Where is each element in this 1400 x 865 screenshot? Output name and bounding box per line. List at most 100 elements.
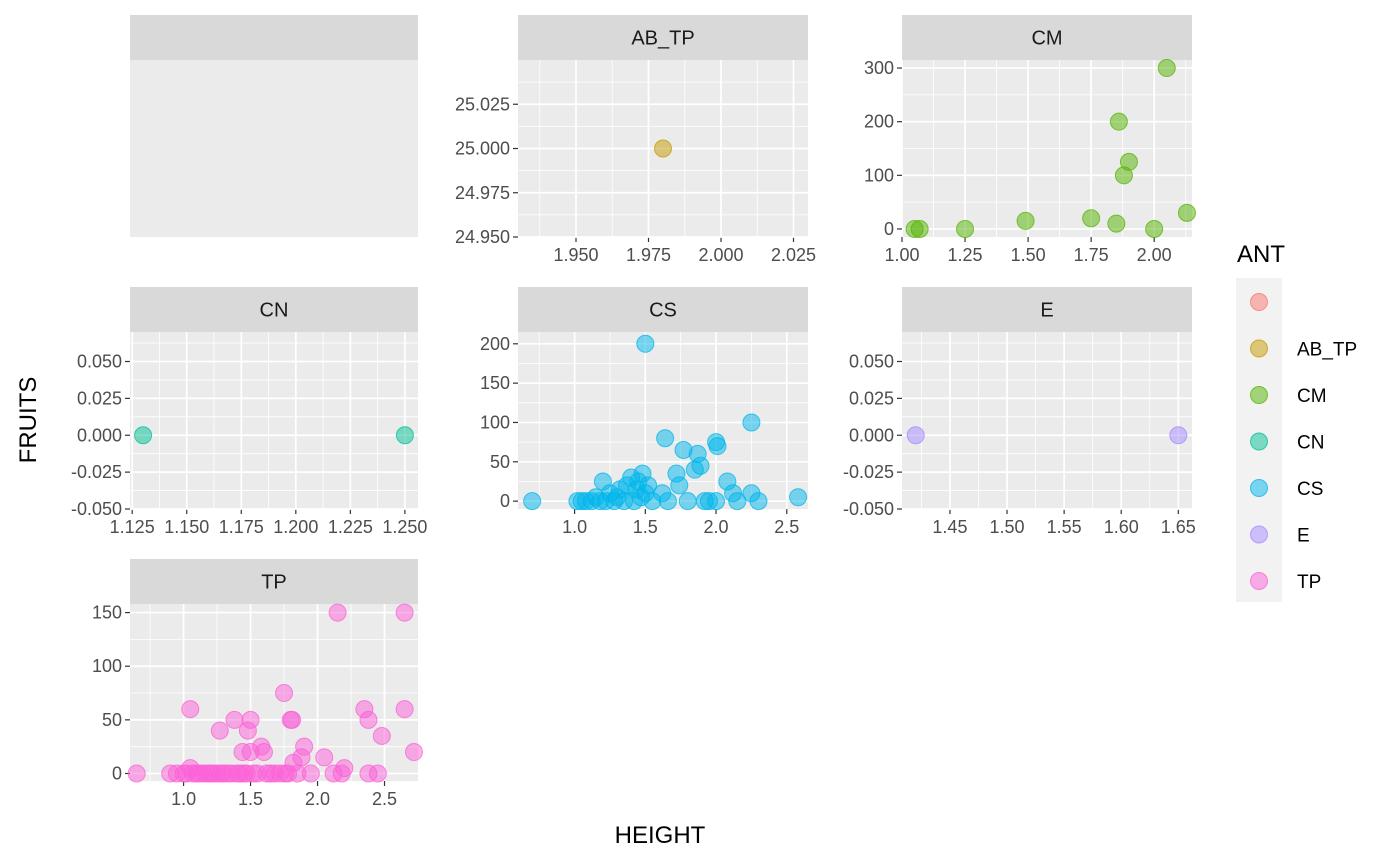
facet-strip-label: E bbox=[1040, 300, 1053, 322]
data-point bbox=[654, 139, 672, 158]
data-point bbox=[283, 710, 302, 729]
data-point bbox=[395, 603, 414, 622]
data-point bbox=[328, 603, 347, 622]
data-point bbox=[301, 764, 320, 783]
legend-label: AB_TP bbox=[1297, 340, 1357, 361]
x-tick-label: 1.5 bbox=[238, 789, 263, 809]
x-tick-label: 1.00 bbox=[884, 245, 919, 265]
x-tick-label: 1.200 bbox=[273, 517, 318, 537]
data-point bbox=[210, 721, 229, 740]
legend-key bbox=[1250, 525, 1268, 544]
panel-background bbox=[130, 604, 418, 781]
y-tick-label: 0.025 bbox=[849, 388, 894, 408]
facet-strip-label: AB_TP bbox=[631, 28, 694, 50]
facet-panels: AB_TP1.950 1.975 2.000 2.02524.95024.97525.… bbox=[71, 15, 1196, 809]
y-tick-label: -0.050 bbox=[843, 499, 894, 519]
facet-strip bbox=[130, 15, 418, 60]
facet-strip-label: TP bbox=[261, 572, 287, 594]
data-point bbox=[368, 764, 387, 783]
x-tick-label: 2.5 bbox=[372, 789, 397, 809]
facet-strip bbox=[902, 287, 1192, 332]
data-point bbox=[1016, 211, 1035, 230]
y-tick-label: 300 bbox=[864, 58, 894, 78]
data-point bbox=[372, 726, 391, 745]
data-point bbox=[1082, 209, 1101, 228]
data-point bbox=[127, 764, 146, 783]
x-tick-label: 1.950 bbox=[553, 245, 598, 265]
y-tick-label: 25.000 bbox=[455, 139, 510, 159]
data-point bbox=[656, 429, 675, 448]
y-tick-label: 0 bbox=[500, 491, 510, 511]
facet-panel-cn: CN 1.125 1.150 1.175 1.200 1.225 1.250 -0.050 -0… bbox=[71, 287, 427, 537]
y-tick-label: 0 bbox=[884, 219, 894, 239]
x-tick-label: 2.00 bbox=[1137, 245, 1172, 265]
y-tick-label: -0.025 bbox=[71, 462, 122, 482]
x-tick-label: 1.50 bbox=[1011, 245, 1046, 265]
legend-label: E bbox=[1297, 526, 1310, 547]
data-point bbox=[728, 492, 747, 511]
data-point bbox=[335, 759, 354, 778]
x-tick-label: 1.60 bbox=[1104, 517, 1139, 537]
y-tick-label: 0.050 bbox=[849, 352, 894, 372]
x-tick-label: 2.5 bbox=[774, 517, 799, 537]
data-point bbox=[678, 492, 697, 511]
x-tick-label: 1.175 bbox=[219, 517, 264, 537]
facet-strip bbox=[518, 15, 808, 60]
legend-key bbox=[1250, 339, 1268, 358]
y-tick-label: 200 bbox=[864, 112, 894, 132]
y-axis-title: FRUITS bbox=[15, 377, 42, 464]
y-tick-label: 150 bbox=[480, 373, 510, 393]
panel-background bbox=[130, 60, 418, 237]
legend: ANT AB_TP CM CN CS E TP bbox=[1236, 241, 1357, 602]
facet-panel-cs: CS 1.0 1.5 2.0 2.5 0 50 100 150 200 bbox=[480, 287, 808, 537]
data-point bbox=[134, 426, 153, 445]
x-tick-label: 1.975 bbox=[626, 245, 671, 265]
facet-panel-cm: CM 1.00 1.25 1.50 1.75 2.00 0 100 200 300 bbox=[864, 15, 1196, 265]
data-point bbox=[359, 710, 378, 729]
data-point bbox=[1107, 214, 1126, 233]
legend-label: TP bbox=[1297, 572, 1321, 593]
data-point bbox=[636, 334, 655, 353]
x-tick-label: 1.5 bbox=[633, 517, 658, 537]
data-point bbox=[295, 737, 314, 756]
data-point bbox=[1119, 152, 1138, 171]
data-point bbox=[315, 748, 334, 767]
data-point bbox=[1177, 203, 1196, 222]
y-tick-label: 0.050 bbox=[77, 352, 122, 372]
data-point bbox=[742, 413, 761, 432]
y-tick-label: 200 bbox=[480, 334, 510, 354]
data-point bbox=[956, 219, 975, 238]
legend-title: ANT bbox=[1237, 241, 1285, 268]
facet-panel-blank bbox=[130, 15, 418, 237]
data-point bbox=[749, 492, 768, 511]
y-tick-label: -0.025 bbox=[843, 462, 894, 482]
panel-background bbox=[902, 332, 1192, 509]
y-tick-label: 0.000 bbox=[77, 425, 122, 445]
y-tick-label: 50 bbox=[102, 710, 122, 730]
x-tick-label: 2.0 bbox=[305, 789, 330, 809]
x-tick-label: 2.025 bbox=[771, 245, 816, 265]
y-tick-label: 50 bbox=[490, 452, 510, 472]
y-tick-label: 150 bbox=[92, 603, 122, 623]
data-point bbox=[254, 743, 273, 762]
x-tick-label: 1.0 bbox=[171, 789, 196, 809]
legend-key bbox=[1250, 386, 1268, 404]
x-tick-label: 1.75 bbox=[1074, 245, 1109, 265]
x-tick-label: 1.125 bbox=[110, 517, 155, 537]
x-tick-label: 1.0 bbox=[562, 517, 587, 537]
data-point bbox=[789, 488, 808, 507]
y-tick-label: -0.050 bbox=[71, 499, 122, 519]
facet-strip-label: CS bbox=[649, 300, 677, 322]
x-tick-label: 1.65 bbox=[1161, 517, 1196, 537]
data-point bbox=[275, 684, 294, 703]
y-tick-label: 100 bbox=[864, 165, 894, 185]
legend-key bbox=[1250, 432, 1268, 451]
y-tick-label: 0.000 bbox=[849, 425, 894, 445]
panel-background bbox=[518, 332, 808, 509]
data-point bbox=[404, 743, 423, 762]
data-point bbox=[670, 476, 689, 495]
legend-key bbox=[1250, 479, 1268, 497]
facet-strip bbox=[518, 287, 808, 332]
facet-panel-tp: TP 1.0 1.5 2.0 2.5 0 50 100 150 bbox=[92, 559, 423, 809]
